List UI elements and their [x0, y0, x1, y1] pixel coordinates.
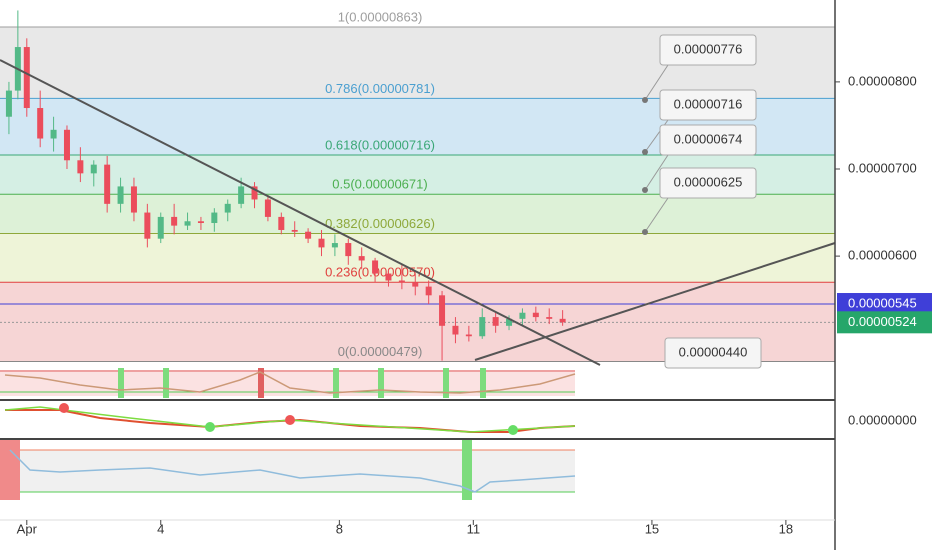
candle-body — [278, 216, 285, 230]
indicator-line — [4, 371, 576, 394]
candle-body — [197, 221, 204, 224]
price-tag — [837, 293, 932, 316]
candle-body — [331, 243, 338, 248]
candle-body — [452, 325, 459, 335]
candle-body — [318, 238, 325, 248]
fib-label: 0.786(0.00000781) — [325, 81, 435, 96]
candle-body — [63, 129, 70, 161]
candle-body — [117, 186, 124, 204]
candle-body — [238, 186, 245, 204]
signal-dot — [508, 425, 518, 435]
candle-body — [5, 90, 12, 117]
signal-bar — [462, 440, 472, 500]
callout-box — [664, 337, 762, 369]
candle-body — [559, 318, 566, 323]
signal-dot — [59, 403, 69, 413]
signal-dot — [285, 415, 295, 425]
candle-body — [546, 317, 553, 319]
callout-dot — [642, 187, 648, 193]
candle-body — [372, 260, 379, 274]
y-tick-label: 0.00000600 — [848, 248, 917, 263]
candle-body — [439, 295, 446, 326]
candle-body — [23, 47, 30, 109]
trend-line — [474, 242, 836, 361]
candle-body — [492, 317, 499, 326]
candle-body — [519, 312, 526, 319]
fib-label: 1(0.00000863) — [338, 9, 423, 24]
indicator-axis-label: 0.00000000 — [848, 412, 917, 427]
candle-body — [224, 203, 231, 213]
y-tick-label: 0.00000700 — [848, 160, 917, 175]
candle-body — [37, 108, 44, 139]
candle-body — [291, 229, 298, 232]
fib-label: 0.5(0.00000671) — [332, 177, 427, 192]
trend-line — [0, 59, 601, 366]
candle-body — [130, 186, 137, 213]
callout-box — [659, 89, 757, 121]
candle-body — [251, 186, 258, 200]
fib-band — [0, 233, 835, 283]
callout-label: 0.00000625 — [674, 174, 743, 189]
callout-label: 0.00000440 — [679, 344, 748, 359]
candle-body — [104, 164, 111, 204]
candle-body — [398, 280, 405, 283]
candle-body — [412, 282, 419, 287]
x-tick-label: 4 — [157, 521, 164, 536]
callout-leader — [644, 197, 669, 233]
callout-label: 0.00000716 — [674, 96, 743, 111]
y-tick-label: 0.00000800 — [848, 73, 917, 88]
candle-body — [305, 231, 312, 239]
chart-marks — [0, 10, 835, 361]
candle-body — [211, 212, 218, 224]
candle-body — [385, 273, 392, 281]
candle-body — [345, 243, 352, 257]
fib-label: 0.382(0.00000626) — [325, 216, 435, 231]
signal-bar — [258, 368, 264, 398]
candle-body — [479, 317, 486, 337]
candle-body — [90, 164, 97, 174]
x-tick-label: 11 — [467, 521, 481, 536]
candle-body — [144, 212, 151, 239]
callout-dot — [642, 149, 648, 155]
callout-leader — [644, 154, 669, 191]
callout-leader — [644, 64, 669, 101]
candle-body — [77, 160, 84, 174]
candle-body — [264, 199, 271, 217]
signal-bars — [118, 368, 486, 398]
candle-body — [171, 216, 178, 226]
candle-body — [506, 318, 513, 326]
candle-body — [50, 129, 57, 139]
callout-box — [659, 167, 757, 199]
callout-label: 0.00000674 — [674, 131, 743, 146]
price-tag-label: 0.00000524 — [848, 314, 917, 329]
candle-body — [157, 216, 164, 239]
candle-body — [184, 221, 191, 226]
signal-dot — [205, 422, 215, 432]
callout-dot — [642, 97, 648, 103]
fib-band — [0, 194, 835, 234]
callout-dot — [642, 229, 648, 235]
fib-label: 0.618(0.00000716) — [325, 137, 435, 152]
x-tick-label: 18 — [779, 521, 793, 536]
x-tick-label: 8 — [336, 521, 343, 536]
x-tick-label: Apr — [17, 521, 38, 536]
fib-label: 0(0.00000479) — [338, 344, 423, 359]
candle-body — [465, 334, 472, 337]
price-tag — [837, 311, 932, 334]
candle-body — [358, 256, 365, 261]
callout-box — [659, 34, 757, 66]
fib-label: 0.236(0.00000570) — [325, 265, 435, 280]
candle-body — [425, 286, 432, 296]
candle-body — [532, 312, 539, 318]
indicator-line — [9, 449, 576, 493]
callout-label: 0.00000776 — [674, 41, 743, 56]
signal-bar — [0, 440, 20, 500]
callout-box — [659, 124, 757, 156]
x-tick-label: 15 — [645, 521, 659, 536]
price-tag-label: 0.00000545 — [848, 295, 917, 310]
indicator-band — [0, 450, 575, 492]
